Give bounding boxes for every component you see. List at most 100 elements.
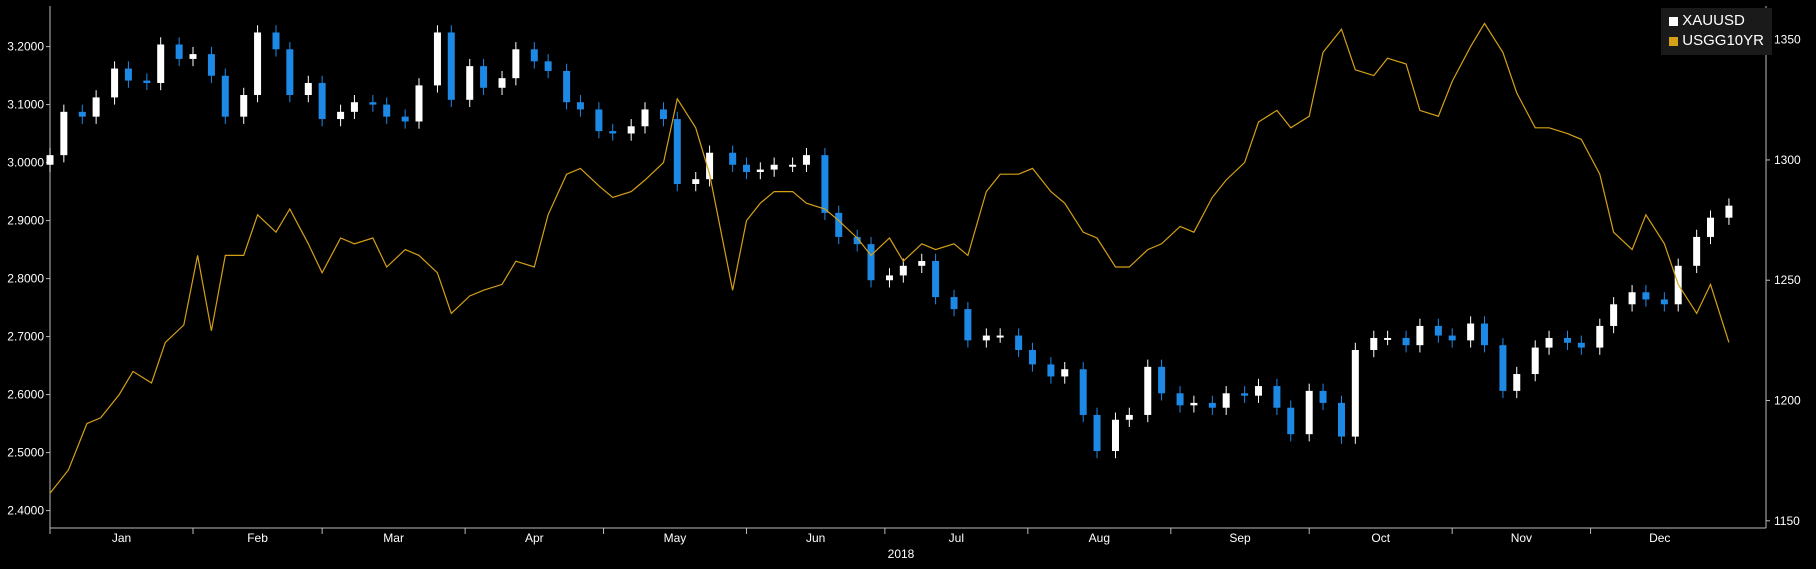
month-label-5: Jun: [806, 531, 825, 545]
xauusd-candle-3: [92, 97, 100, 117]
left-tick-label-2: 2.6000: [7, 388, 44, 402]
xauusd-candle-79: [1319, 390, 1327, 403]
xauusd-candle-96: [1596, 325, 1604, 348]
month-label-11: Dec: [1649, 531, 1670, 545]
xauusd-candle-12: [240, 95, 248, 117]
xauusd-candle-58: [982, 335, 990, 341]
right-tick-label-0: 1150: [1774, 514, 1800, 528]
month-label-0: Jan: [112, 531, 131, 545]
xauusd-candle-76: [1273, 386, 1281, 408]
xauusd-candle-103: [1706, 217, 1714, 237]
xauusd-candle-86: [1434, 325, 1442, 336]
xauusd-candle-85: [1416, 325, 1424, 346]
usgg10yr-line: [49, 22, 1730, 494]
xauusd-candle-26: [466, 66, 474, 100]
xauusd-candle-36: [627, 126, 635, 134]
xauusd-candle-10: [207, 54, 215, 76]
xauusd-candle-28: [498, 78, 506, 88]
left-tick-label-4: 2.8000: [7, 272, 44, 286]
xauusd-candle-74: [1241, 393, 1249, 396]
month-label-9: Oct: [1371, 531, 1390, 545]
month-label-10: Nov: [1511, 531, 1532, 545]
xauusd-candle-43: [742, 164, 750, 172]
left-tick-label-8: 3.2000: [7, 40, 44, 54]
xauusd-candle-33: [576, 102, 584, 110]
xauusd-candle-52: [885, 275, 893, 281]
xauusd-candle-72: [1208, 402, 1216, 408]
legend-swatch-xauusd: [1669, 16, 1679, 26]
xauusd-candle-99: [1642, 292, 1650, 300]
xauusd-candle-82: [1370, 337, 1378, 350]
xauusd-candle-75: [1254, 386, 1262, 396]
xauusd-candle-50: [853, 236, 861, 245]
xauusd-candle-27: [480, 66, 488, 88]
xauusd-candle-90: [1499, 345, 1507, 391]
xauusd-candle-37: [641, 109, 649, 127]
month-label-2: Mar: [383, 531, 404, 545]
xauusd-candle-35: [609, 131, 617, 134]
xauusd-candle-57: [964, 309, 972, 341]
xauusd-candle-55: [932, 260, 940, 298]
xauusd-candle-2: [78, 111, 86, 117]
usgg10yr-series: [49, 22, 1730, 494]
xauusd-candle-93: [1545, 337, 1553, 348]
xauusd-candle-49: [835, 212, 843, 237]
left-tick-label-3: 2.7000: [7, 330, 44, 344]
xauusd-candle-77: [1287, 407, 1295, 435]
left-tick-label-0: 2.4000: [7, 504, 44, 518]
xauusd-candle-89: [1480, 323, 1488, 346]
xauusd-candle-45: [770, 164, 778, 170]
xauusd-candle-91: [1513, 374, 1521, 391]
tick-labels: 2.4000 2.5000 2.6000 2.7000 2.8000 2.9000 3.00…: [7, 33, 1801, 561]
xauusd-candle-84: [1402, 337, 1410, 346]
xauusd-candle-61: [1028, 349, 1036, 365]
xauusd-candle-34: [595, 109, 603, 132]
xauusd-candle-80: [1337, 402, 1345, 437]
month-label-1: Feb: [247, 531, 268, 545]
xauusd-candle-59: [996, 335, 1004, 338]
xauusd-candle-73: [1222, 393, 1230, 408]
xauusd-candle-81: [1351, 349, 1359, 437]
legend-entry-usgg10yr: USGG10YR: [1669, 31, 1764, 51]
month-label-3: Apr: [525, 531, 544, 545]
right-tick-label-3: 1300: [1774, 153, 1801, 167]
left-tick-label-1: 2.5000: [7, 446, 44, 460]
xauusd-candle-25: [447, 32, 455, 100]
xauusd-candle-39: [673, 119, 681, 185]
xauusd-candle-70: [1176, 393, 1184, 406]
xauusd-candle-100: [1660, 299, 1668, 305]
xauusd-candle-68: [1144, 366, 1152, 415]
xauusd-candle-18: [337, 111, 345, 120]
xauusd-candle-7: [157, 44, 165, 83]
xauusd-candle-23: [415, 85, 423, 122]
xauusd-candle-98: [1628, 292, 1636, 305]
xauusd-candle-88: [1467, 323, 1475, 341]
xauusd-candle-95: [1577, 342, 1585, 348]
xauusd-candle-51: [867, 244, 875, 281]
xauusd-candle-38: [659, 109, 667, 120]
xauusd-candle-53: [899, 265, 907, 276]
xauusd-candle-87: [1448, 335, 1456, 341]
xauusd-candle-31: [544, 61, 552, 71]
month-label-8: Sep: [1229, 531, 1251, 545]
legend: XAUUSD USGG10YR: [1661, 8, 1772, 55]
xauusd-candle-21: [383, 104, 391, 117]
xauusd-candle-32: [563, 70, 571, 103]
xauusd-candle-78: [1305, 390, 1313, 435]
xauusd-candle-83: [1384, 337, 1392, 340]
month-label-4: May: [664, 531, 687, 545]
right-tick-label-4: 1350: [1774, 33, 1801, 47]
right-tick-label-2: 1250: [1774, 273, 1801, 287]
xauusd-candle-41: [706, 152, 714, 180]
month-label-6: Jul: [949, 531, 964, 545]
xauusd-candle-16: [304, 82, 312, 96]
right-tick-label-1: 1200: [1774, 394, 1801, 408]
xauusd-candle-94: [1564, 337, 1572, 343]
legend-swatch-usgg10yr: [1669, 36, 1679, 46]
xauusd-candle-19: [350, 102, 358, 112]
xauusd-candle-62: [1047, 364, 1055, 377]
xauusd-candle-104: [1725, 205, 1733, 218]
xauusd-candle-40: [692, 179, 700, 185]
axes-layer: [46, 6, 1770, 534]
